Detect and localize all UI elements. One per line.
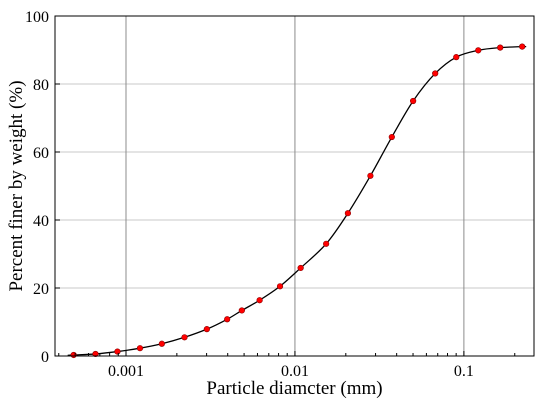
data-point (256, 297, 263, 304)
axis-ticks: 0 20 40 60 80 100 0.001 0.01 0.1 (25, 9, 516, 380)
data-point (136, 345, 144, 352)
data-point (453, 54, 460, 61)
data-point (475, 47, 482, 54)
x-tick-label: 0.1 (454, 363, 474, 380)
x-tick-label: 0.001 (108, 363, 144, 380)
fitted-curve (67, 45, 527, 357)
data-point (203, 326, 210, 333)
y-tick-label: 0 (41, 349, 49, 366)
data-point (410, 97, 417, 105)
data-point (344, 210, 351, 217)
data-point (114, 348, 121, 355)
grid-lines (55, 16, 534, 356)
y-tick-label: 80 (33, 77, 49, 94)
data-point (297, 264, 304, 272)
data-point (276, 283, 284, 290)
data-point (181, 334, 188, 341)
fitted-curve-layer (67, 45, 527, 357)
data-point (323, 240, 330, 247)
x-axis-label: Particle diamcter (mm) (206, 378, 382, 399)
data-point (158, 340, 165, 347)
x-tick-label: 0.01 (281, 363, 309, 380)
y-tick-label: 100 (25, 9, 49, 26)
data-point (432, 70, 439, 77)
y-axis-label: Percent finer by weight (%) (6, 80, 27, 291)
y-tick-label: 60 (33, 145, 49, 162)
data-point (497, 44, 504, 51)
y-tick-label: 20 (33, 281, 49, 298)
data-point (519, 43, 526, 50)
data-point (92, 350, 99, 358)
data-point (367, 172, 374, 179)
y-tick-label: 40 (33, 213, 49, 230)
data-point (238, 307, 245, 314)
data-point (388, 133, 395, 141)
data-points-layer (70, 43, 526, 359)
data-point (224, 316, 231, 323)
